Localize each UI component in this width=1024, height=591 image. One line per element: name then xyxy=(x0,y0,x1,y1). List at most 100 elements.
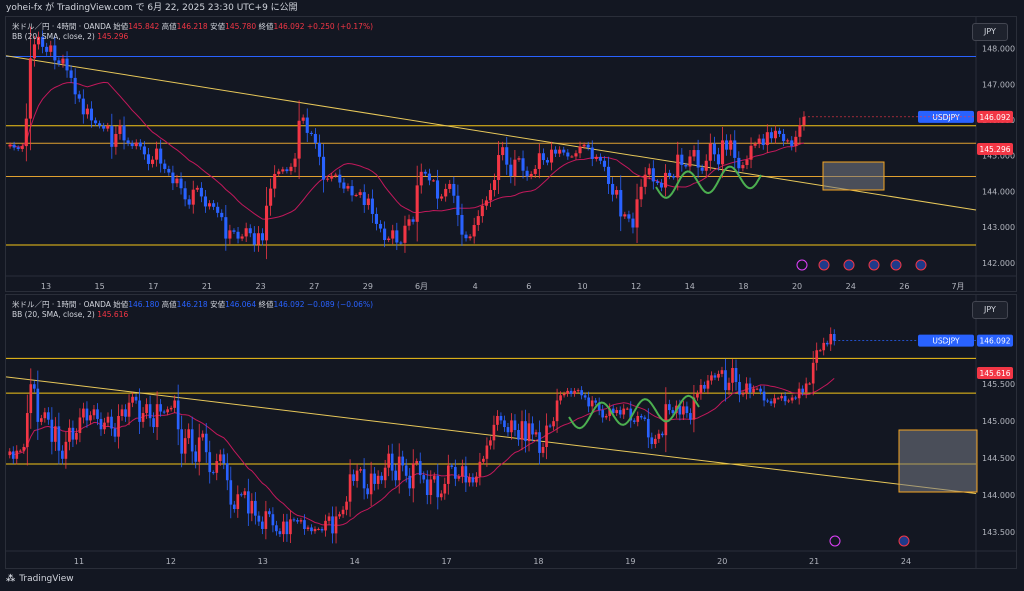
x-tick-label: 12 xyxy=(631,282,641,291)
candle-body xyxy=(749,145,753,160)
candle-body xyxy=(727,382,731,391)
trend-line xyxy=(6,376,977,495)
candle-body xyxy=(342,182,346,189)
candle-body xyxy=(346,186,350,189)
chart-1h-panel[interactable]: 145.500 145.000 144.500 144.000 143.500 11 12 1… xyxy=(5,294,1017,569)
candle-body xyxy=(418,461,422,476)
chart-4h-svg[interactable]: 148.000147.000146.000145.000144.000143.0… xyxy=(6,17,1016,291)
candle-body xyxy=(601,410,605,418)
price-badge xyxy=(977,334,1013,347)
candle-body xyxy=(488,190,493,201)
legend-high-label: 高値 xyxy=(161,300,177,309)
currency-button-1h[interactable]: JPY xyxy=(972,301,1008,319)
candle-body xyxy=(277,171,281,174)
candle-body xyxy=(552,421,555,427)
x-tick-label: 13 xyxy=(41,282,51,291)
bb-badge-value: 145.296 xyxy=(979,145,1010,154)
candle-body xyxy=(50,419,54,442)
wave-pattern-line xyxy=(655,165,762,199)
candle-body xyxy=(538,432,541,453)
candle-body xyxy=(597,402,601,411)
currency-button-4h[interactable]: JPY xyxy=(972,23,1008,41)
candle-body xyxy=(790,140,794,147)
candle-body xyxy=(452,183,456,196)
x-tick-label: 14 xyxy=(350,557,360,566)
x-tick-label: 6 xyxy=(526,282,531,291)
candle-body xyxy=(327,516,331,521)
x-tick-label: 21 xyxy=(202,282,212,291)
candle-body xyxy=(260,233,265,241)
candle-body xyxy=(32,384,36,389)
header-text: yohei-fx が TradingView.com で 6月 22, 2025… xyxy=(6,3,298,13)
candle-body xyxy=(432,475,436,480)
candle-body xyxy=(301,117,305,121)
candle-body xyxy=(171,172,175,184)
candle-body xyxy=(651,168,655,182)
candle-body xyxy=(460,215,464,235)
candle-body xyxy=(159,148,163,164)
chart-1h-svg[interactable]: 145.500 145.000 144.500 144.000 143.500 11 12 1… xyxy=(6,295,1016,568)
x-tick-label: 11 xyxy=(74,557,84,566)
candle-body xyxy=(275,525,278,532)
candle-body xyxy=(566,390,569,394)
candle-body xyxy=(352,474,355,481)
candle-body xyxy=(761,138,765,146)
candle-body xyxy=(720,370,724,374)
candle-body xyxy=(54,426,57,442)
candle-body xyxy=(228,230,232,239)
candle-body xyxy=(401,456,405,466)
tradingview-footer[interactable]: ⁂ TradingView xyxy=(6,574,74,584)
candle-body xyxy=(102,125,106,129)
candle-body xyxy=(376,475,380,484)
candle-body xyxy=(134,142,138,147)
economic-event-icon xyxy=(868,259,880,271)
candle-body xyxy=(435,180,440,199)
candle-body xyxy=(506,427,510,433)
x-tick-label: 14 xyxy=(685,282,695,291)
candle-body xyxy=(36,36,41,45)
candle-body xyxy=(212,203,216,207)
candle-body xyxy=(801,388,805,393)
chart-4h-panel[interactable]: 148.000147.000146.000145.000144.000143.0… xyxy=(5,16,1017,292)
candle-body xyxy=(370,198,374,214)
candle-body xyxy=(338,174,342,183)
legend-symbol: 米ドル／円 · 1時間 · OANDA xyxy=(12,300,111,309)
candle-body xyxy=(598,156,602,161)
candle-body xyxy=(98,123,102,126)
candle-body xyxy=(497,155,501,181)
candle-body xyxy=(126,140,130,144)
candle-body xyxy=(317,528,320,530)
candle-body xyxy=(468,236,472,239)
candle-body xyxy=(399,242,403,244)
candle-body xyxy=(725,140,729,150)
candle-body xyxy=(611,408,615,414)
candle-body xyxy=(731,367,734,383)
candle-body xyxy=(408,475,412,489)
candle-body xyxy=(797,388,801,399)
candle-body xyxy=(43,412,47,419)
legend-open: 145.842 xyxy=(128,22,160,31)
candle-body xyxy=(602,160,607,167)
candle-body xyxy=(769,132,773,139)
candle-body xyxy=(562,393,566,396)
lightning-event-icon xyxy=(829,535,841,547)
chart-1h-legend: 米ドル／円 · 1時間 · OANDA 始値146.180 高値146.218 … xyxy=(12,299,373,310)
candle-body xyxy=(208,452,212,473)
candle-body xyxy=(643,417,647,419)
candle-body xyxy=(618,410,622,415)
candle-body xyxy=(32,44,37,59)
candle-body xyxy=(61,450,64,459)
candle-body xyxy=(369,473,373,495)
bb-badge xyxy=(977,367,1013,379)
candle-body xyxy=(724,370,727,391)
candle-body xyxy=(387,238,391,241)
candle-body xyxy=(152,418,155,428)
legend-open: 146.180 xyxy=(128,300,160,309)
y-tick-label: 148.000 xyxy=(982,45,1015,54)
candle-body xyxy=(25,413,29,447)
candle-body xyxy=(573,390,576,394)
candle-body xyxy=(689,413,692,420)
candle-body xyxy=(358,192,362,196)
candle-body xyxy=(236,231,240,239)
symbol-badge-label: USDJPY xyxy=(932,337,960,346)
